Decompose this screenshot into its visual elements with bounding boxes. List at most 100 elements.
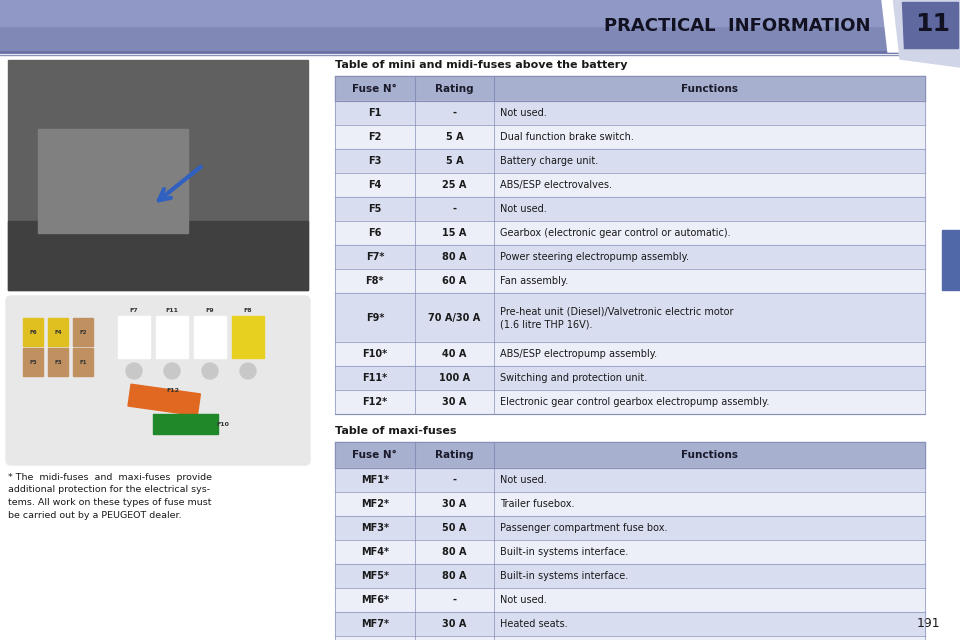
Text: F12*: F12* [362, 397, 388, 408]
Circle shape [126, 363, 142, 379]
Bar [153, 414, 218, 434]
Bar [335, 125, 925, 149]
Text: Gearbox (electronic gear control or automatic).: Gearbox (electronic gear control or auto… [500, 228, 731, 238]
Text: -: - [452, 595, 456, 605]
Text: F7: F7 [130, 308, 138, 314]
Text: Dual function brake switch.: Dual function brake switch. [500, 132, 635, 142]
Text: Pre-heat unit (Diesel)/Valvetronic electric motor
(1.6 litre THP 16V).: Pre-heat unit (Diesel)/Valvetronic elect… [500, 307, 733, 329]
Text: 30 A: 30 A [443, 619, 467, 628]
Bar [23, 318, 43, 346]
Polygon shape [882, 0, 898, 52]
Text: F4: F4 [368, 180, 381, 190]
Text: 80 A: 80 A [443, 571, 467, 580]
Text: Fan assembly.: Fan assembly. [500, 276, 568, 286]
Text: Not used.: Not used. [500, 204, 547, 214]
Bar [335, 366, 925, 390]
Text: F9: F9 [205, 308, 214, 314]
Text: Table of maxi-fuses: Table of maxi-fuses [335, 426, 457, 436]
FancyBboxPatch shape [6, 296, 310, 465]
Text: F11: F11 [165, 308, 179, 314]
Bar [73, 318, 93, 346]
Text: F10: F10 [217, 422, 229, 426]
Text: ABS/ESP electrovalves.: ABS/ESP electrovalves. [500, 180, 612, 190]
Bar [8, 298, 308, 463]
Text: MF4*: MF4* [361, 547, 389, 557]
Text: F1: F1 [80, 360, 86, 365]
Text: Not used.: Not used. [500, 475, 547, 484]
Text: F8: F8 [244, 308, 252, 314]
Text: MF7*: MF7* [361, 619, 389, 628]
Text: 100 A: 100 A [439, 373, 470, 383]
Text: 30 A: 30 A [443, 397, 467, 408]
Text: F2: F2 [80, 330, 86, 335]
Text: F8*: F8* [366, 276, 384, 286]
Text: MF2*: MF2* [361, 499, 389, 509]
Text: -: - [452, 108, 456, 118]
Text: -: - [452, 475, 456, 484]
Text: Battery charge unit.: Battery charge unit. [500, 156, 598, 166]
Bar [335, 612, 925, 636]
Bar [335, 173, 925, 197]
Circle shape [202, 363, 218, 379]
Text: F3: F3 [54, 360, 61, 365]
Bar [335, 101, 925, 125]
Bar [335, 149, 925, 173]
Bar [942, 230, 960, 290]
Bar [335, 516, 925, 540]
Text: F6: F6 [368, 228, 381, 238]
Bar [335, 221, 925, 245]
Text: F4: F4 [54, 330, 61, 335]
Text: Switching and protection unit.: Switching and protection unit. [500, 373, 648, 383]
Text: F10*: F10* [362, 349, 388, 360]
Text: Passenger compartment fuse box.: Passenger compartment fuse box. [500, 523, 668, 532]
Bar [8, 60, 308, 290]
Bar [335, 636, 925, 640]
Polygon shape [902, 2, 958, 48]
Bar [335, 197, 925, 221]
Bar [118, 316, 150, 358]
Bar [335, 540, 925, 564]
Circle shape [164, 363, 180, 379]
Text: * The  midi-fuses  and  maxi-fuses  provide
additional protection for the electr: * The midi-fuses and maxi-fuses provide … [8, 473, 212, 520]
Bar [232, 316, 264, 358]
Text: Not used.: Not used. [500, 595, 547, 605]
Text: Built-in systems interface.: Built-in systems interface. [500, 547, 629, 557]
Text: F3: F3 [368, 156, 381, 166]
Circle shape [240, 363, 256, 379]
Text: Trailer fusebox.: Trailer fusebox. [500, 499, 575, 509]
Text: 80 A: 80 A [443, 252, 467, 262]
Bar [98, 125, 178, 220]
Text: MF1*: MF1* [361, 475, 389, 484]
Text: Fuse N°: Fuse N° [352, 450, 397, 460]
Text: Electronic gear control gearbox electropump assembly.: Electronic gear control gearbox electrop… [500, 397, 770, 408]
Text: MF6*: MF6* [361, 595, 389, 605]
Text: PRACTICAL  INFORMATION: PRACTICAL INFORMATION [604, 17, 870, 35]
Bar [48, 348, 68, 376]
Bar [335, 76, 925, 101]
Text: Rating: Rating [435, 84, 474, 93]
Bar [335, 442, 925, 468]
Bar [0, 0, 960, 52]
Bar [23, 348, 43, 376]
Bar [8, 221, 308, 290]
Text: 30 A: 30 A [443, 499, 467, 509]
Bar [138, 210, 208, 290]
Bar [335, 390, 925, 415]
Text: F9*: F9* [366, 313, 384, 323]
Bar [335, 442, 925, 640]
Text: F5: F5 [368, 204, 381, 214]
Bar [194, 316, 226, 358]
Bar [335, 342, 925, 366]
Bar [335, 269, 925, 293]
Bar [335, 564, 925, 588]
Text: ABS/ESP electropump assembly.: ABS/ESP electropump assembly. [500, 349, 658, 360]
Text: F12: F12 [166, 388, 180, 394]
Polygon shape [890, 0, 960, 67]
Bar [8, 60, 308, 290]
Text: MF5*: MF5* [361, 571, 389, 580]
Bar [73, 348, 93, 376]
Text: Built-in systems interface.: Built-in systems interface. [500, 571, 629, 580]
Bar [48, 318, 68, 346]
Text: F1: F1 [368, 108, 381, 118]
Text: Table of mini and midi-fuses above the battery: Table of mini and midi-fuses above the b… [335, 60, 628, 70]
